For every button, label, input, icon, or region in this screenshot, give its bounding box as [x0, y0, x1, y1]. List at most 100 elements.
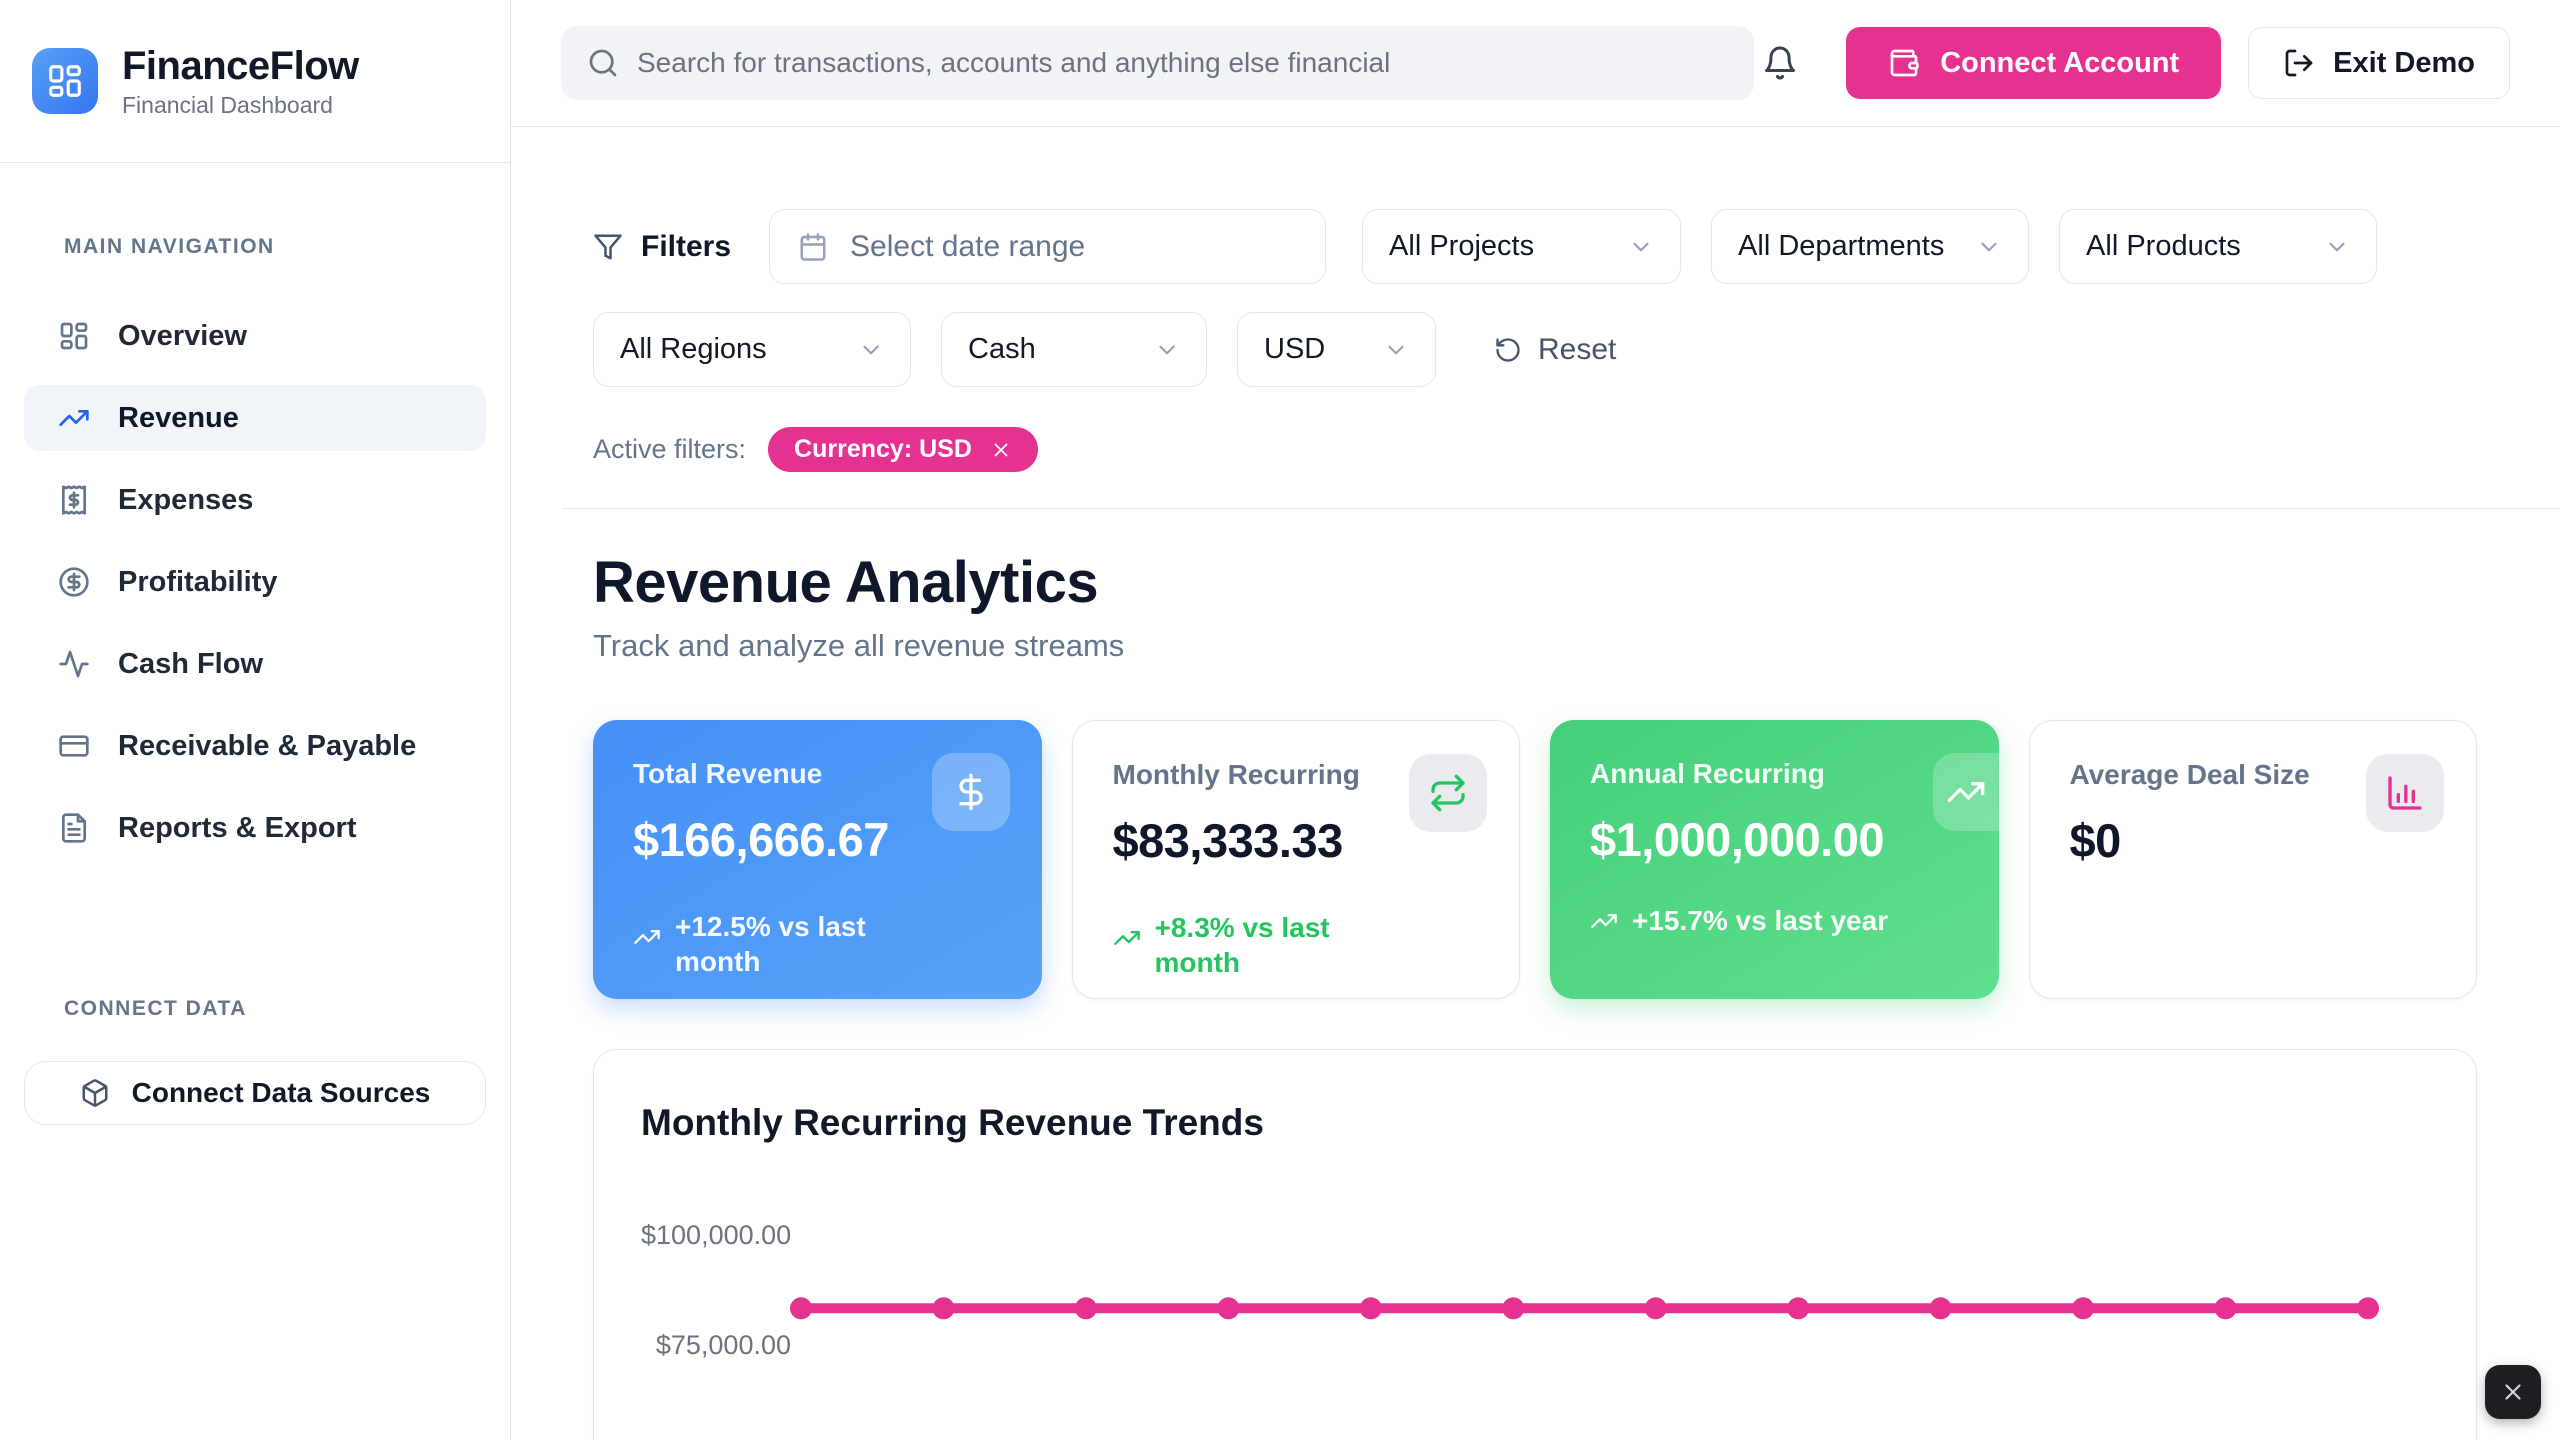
sidebar-item-profitability[interactable]: Profitability: [24, 549, 486, 615]
brand-title: FinanceFlow: [122, 43, 359, 88]
page-title: Revenue Analytics: [593, 550, 1099, 615]
stat-card-monthly-recurring: Monthly Recurring $83,333.33 +8.3% vs la…: [1071, 720, 1520, 999]
sidebar-item-label: Overview: [118, 319, 247, 352]
stat-change: +8.3% vs last month: [1113, 910, 1413, 980]
brand: FinanceFlow Financial Dashboard: [0, 0, 510, 163]
connect-account-button[interactable]: Connect Account: [1846, 27, 2222, 99]
active-filters-row: Active filters: Currency: USD: [593, 427, 2560, 472]
stat-label: Average Deal Size: [2069, 759, 2310, 790]
sidebar-item-receivable-payable[interactable]: Receivable & Payable: [24, 713, 486, 779]
connect-data-sources-button[interactable]: Connect Data Sources: [24, 1061, 486, 1125]
trending-up-icon: [1113, 924, 1141, 952]
chevron-down-icon: [1154, 337, 1180, 363]
stat-value: $0: [2069, 814, 2122, 867]
connect-data-section: CONNECT DATA Connect Data Sources: [0, 877, 510, 1125]
y-axis-tick: $50,000.00: [641, 1438, 791, 1440]
layout-dashboard-icon: [58, 320, 90, 352]
reset-filters-button[interactable]: Reset: [1494, 333, 1616, 367]
connect-account-label: Connect Account: [1940, 46, 2180, 79]
sidebar-item-label: Cash Flow: [118, 647, 264, 680]
filters-label: Filters: [593, 230, 731, 264]
projects-dropdown[interactable]: All Projects: [1362, 209, 1682, 284]
y-axis-tick: $100,000.00: [641, 1220, 792, 1250]
search-input[interactable]: [637, 47, 1728, 79]
date-range-input[interactable]: Select date range: [769, 209, 1327, 284]
exit-demo-button[interactable]: Exit Demo: [2248, 27, 2510, 99]
content-scroll-area: Filters Select date range All Projects A…: [511, 127, 2560, 1440]
y-axis-tick: $75,000.00: [655, 1330, 791, 1360]
sidebar-item-label: Reports & Export: [118, 811, 357, 844]
active-filters-label: Active filters:: [593, 434, 747, 464]
sidebar-item-expenses[interactable]: Expenses: [24, 467, 486, 533]
activity-icon: [58, 648, 90, 680]
credit-card-icon: [58, 730, 90, 762]
box-icon: [80, 1078, 110, 1108]
bell-icon: [1762, 45, 1806, 81]
layout-dashboard-icon: [46, 62, 84, 100]
remove-filter-icon[interactable]: [990, 439, 1012, 461]
sidebar-item-label: Profitability: [118, 565, 278, 598]
main-area: Connect Account Exit Demo Filters: [511, 0, 2560, 1440]
trending-up-icon: [633, 923, 661, 951]
chart-title: Monthly Recurring Revenue Trends: [641, 1102, 1264, 1143]
stat-card-average-deal-size: Average Deal Size $0: [2028, 720, 2477, 999]
connect-data-sources-label: Connect Data Sources: [131, 1077, 431, 1108]
search-icon: [587, 47, 619, 79]
sidebar: FinanceFlow Financial Dashboard MAIN NAV…: [0, 0, 511, 1440]
chevron-down-icon: [1976, 234, 2002, 260]
main-navigation: MAIN NAVIGATION Overview Revenue Expense…: [0, 163, 510, 861]
search-box: [561, 26, 1754, 100]
nav-heading: MAIN NAVIGATION: [64, 235, 275, 258]
sidebar-item-overview[interactable]: Overview: [24, 303, 486, 369]
sidebar-item-cash-flow[interactable]: Cash Flow: [24, 631, 486, 697]
mrr-line-chart: [790, 1297, 2379, 1320]
stat-value: $166,666.67: [633, 813, 889, 866]
sidebar-item-reports-export[interactable]: Reports & Export: [24, 795, 486, 861]
mrr-trends-chart-card: Monthly Recurring Revenue Trends $100,00…: [593, 1049, 2477, 1440]
trending-up-icon: [1932, 753, 1999, 831]
stat-value: $83,333.33: [1112, 814, 1344, 867]
trending-up-icon: [58, 402, 90, 434]
stat-card-total-revenue: Total Revenue $166,666.67 +12.5% vs last…: [593, 720, 1042, 999]
page-subtitle: Track and analyze all revenue streams: [593, 628, 1125, 663]
currency-filter-chip[interactable]: Currency: USD: [768, 427, 1038, 472]
bar-chart-icon: [2366, 754, 2444, 832]
rotate-ccw-icon: [1494, 336, 1522, 364]
currency-dropdown[interactable]: USD: [1237, 312, 1436, 387]
circle-dollar-icon: [58, 566, 90, 598]
sidebar-item-revenue[interactable]: Revenue: [24, 385, 486, 451]
filter-icon: [593, 232, 623, 262]
sidebar-item-label: Revenue: [118, 401, 239, 434]
file-text-icon: [58, 812, 90, 844]
log-out-icon: [2283, 47, 2315, 79]
repeat-icon: [1409, 754, 1487, 832]
brand-subtitle: Financial Dashboard: [122, 91, 333, 118]
stat-label: Annual Recurring: [1590, 758, 1825, 789]
dollar-icon: [931, 753, 1010, 831]
wallet-icon: [1888, 47, 1920, 79]
chevron-down-icon: [858, 337, 884, 363]
chevron-down-icon: [2324, 234, 2350, 260]
stat-change: +15.7% vs last year: [1590, 903, 1959, 938]
trending-up-icon: [1590, 907, 1618, 935]
regions-dropdown[interactable]: All Regions: [593, 312, 911, 387]
departments-dropdown[interactable]: All Departments: [1711, 209, 2030, 284]
stat-cards: Total Revenue $166,666.67 +12.5% vs last…: [593, 720, 2477, 999]
sidebar-item-label: Expenses: [118, 483, 254, 516]
chevron-down-icon: [1383, 337, 1409, 363]
calendar-icon: [798, 232, 828, 262]
payment-type-dropdown[interactable]: Cash: [941, 312, 1207, 387]
overlay-close-button[interactable]: [2485, 1365, 2541, 1419]
stat-value: $1,000,000.00: [1590, 813, 1885, 866]
date-range-placeholder: Select date range: [850, 229, 1086, 263]
page-header: Revenue Analytics Track and analyze all …: [593, 549, 2477, 664]
sidebar-item-label: Receivable & Payable: [118, 729, 417, 762]
close-icon: [2500, 1379, 2526, 1405]
stat-card-annual-recurring: Annual Recurring $1,000,000.00 +15.7% vs…: [1550, 720, 1999, 999]
chevron-down-icon: [1628, 234, 1654, 260]
stat-change: +12.5% vs last month: [633, 909, 933, 979]
products-dropdown[interactable]: All Products: [2059, 209, 2378, 284]
notifications-button[interactable]: [1762, 41, 1806, 85]
receipt-icon: [58, 484, 90, 516]
